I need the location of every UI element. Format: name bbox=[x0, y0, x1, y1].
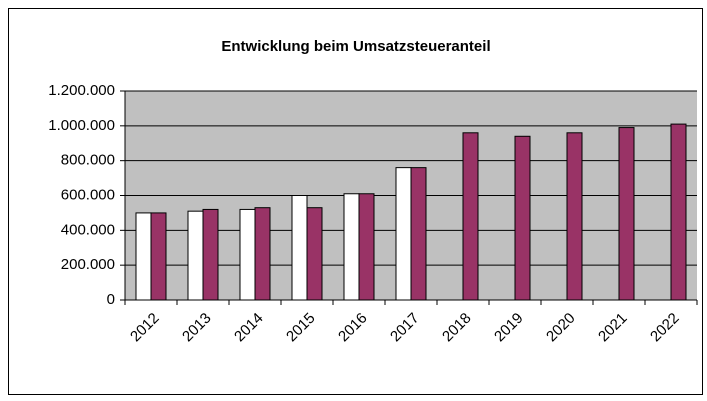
bar bbox=[239, 208, 256, 301]
bar bbox=[514, 135, 531, 301]
bar bbox=[410, 167, 427, 301]
bar bbox=[150, 212, 167, 301]
bar bbox=[670, 123, 687, 301]
bar bbox=[343, 193, 360, 301]
bar bbox=[462, 132, 479, 301]
bar bbox=[395, 167, 412, 301]
y-tick-label: 1.000.000 bbox=[48, 117, 115, 134]
y-tick-label: 800.000 bbox=[61, 152, 115, 169]
bar bbox=[135, 212, 152, 301]
bar bbox=[618, 127, 635, 301]
bar bbox=[202, 208, 219, 301]
bar bbox=[291, 195, 308, 301]
bar bbox=[306, 207, 323, 301]
chart-title: Entwicklung beim Umsatzsteueranteil bbox=[221, 38, 490, 55]
bar bbox=[187, 210, 204, 301]
y-tick-label: 0 bbox=[107, 291, 115, 308]
y-tick-label: 1.200.000 bbox=[48, 82, 115, 99]
bar bbox=[358, 193, 375, 301]
bar bbox=[254, 207, 271, 301]
bar bbox=[566, 132, 583, 301]
y-tick-label: 600.000 bbox=[61, 186, 115, 203]
y-tick-label: 200.000 bbox=[61, 256, 115, 273]
y-tick-label: 400.000 bbox=[61, 221, 115, 238]
